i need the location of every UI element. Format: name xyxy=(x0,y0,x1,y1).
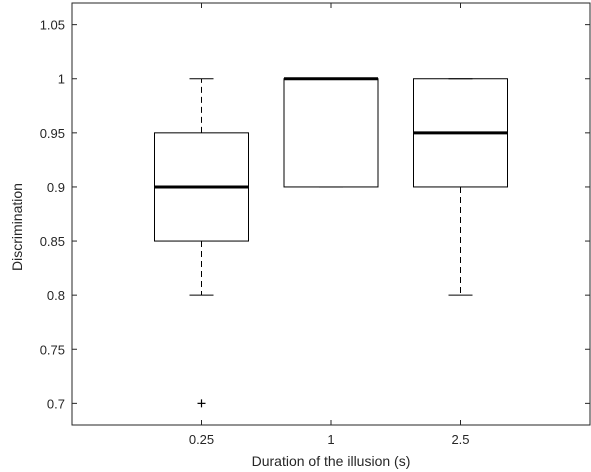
y-tick-label: 1 xyxy=(58,72,65,87)
axes-frame xyxy=(71,2,591,426)
x-tick-label: 0.25 xyxy=(189,432,214,447)
y-axis-label: Discrimination xyxy=(9,183,25,271)
y-tick-label: 0.85 xyxy=(40,234,65,249)
x-tick-label: 2.5 xyxy=(451,432,469,447)
x-tick-label: 1 xyxy=(327,432,334,447)
y-tick-label: 0.75 xyxy=(40,342,65,357)
y-tick-label: 0.7 xyxy=(47,396,65,411)
y-tick-label: 0.9 xyxy=(47,180,65,195)
plot-area: 0.7 0.75 0.8 0.85 0.9 0.95 1 1.05 0.25 1 2.5 xyxy=(40,2,591,447)
y-tick-label: 1.05 xyxy=(40,18,65,33)
x-axis-label: Duration of the illusion (s) xyxy=(252,453,411,469)
box xyxy=(283,78,379,188)
y-tick-label: 0.95 xyxy=(40,126,65,141)
y-tick-label: 0.8 xyxy=(47,288,65,303)
